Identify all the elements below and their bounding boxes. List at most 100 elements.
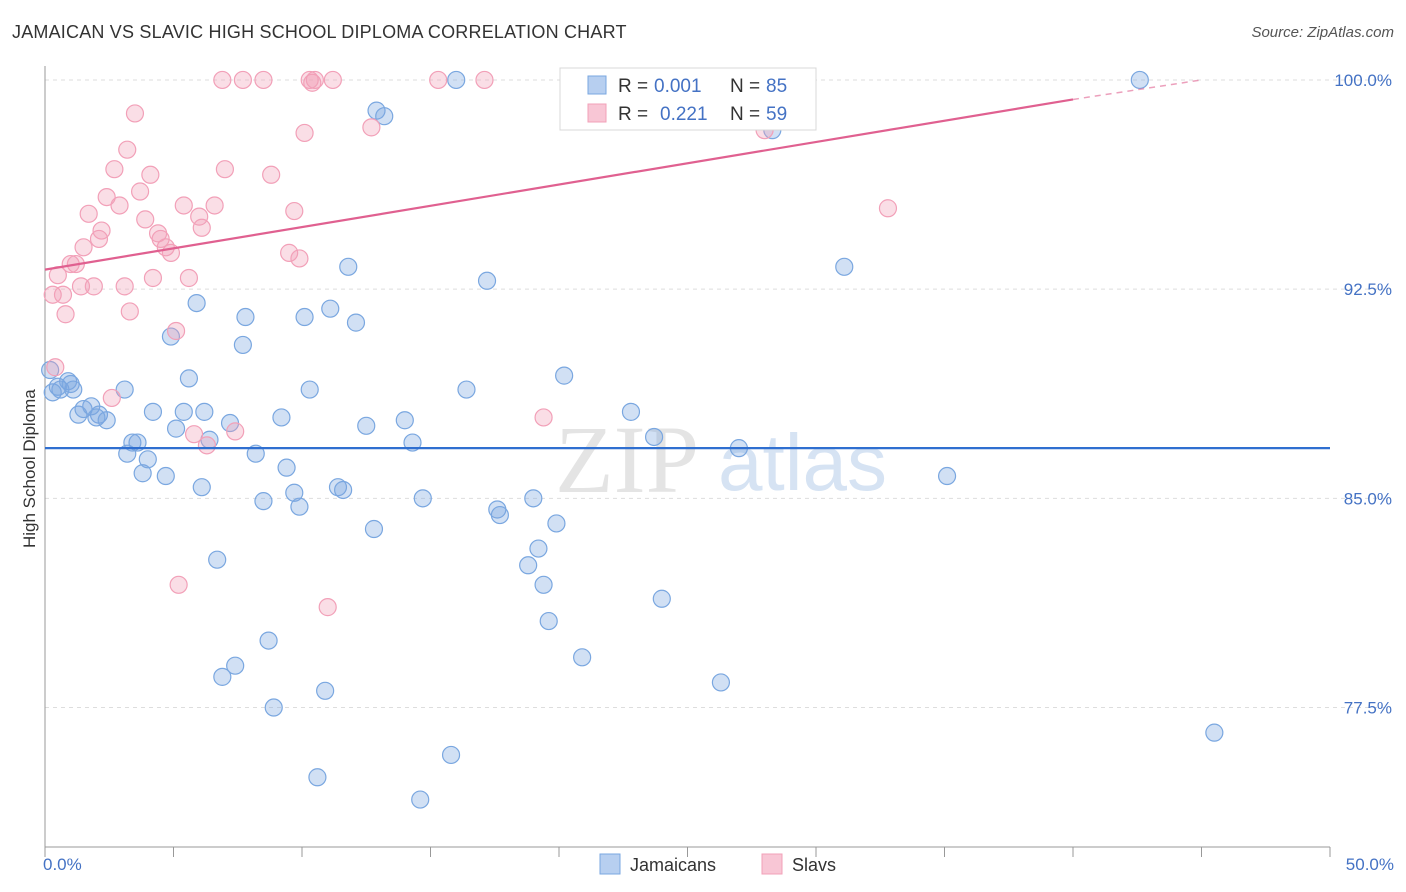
jamaicans-point bbox=[226, 656, 245, 675]
slavs-point bbox=[43, 285, 62, 304]
slavs-point bbox=[143, 268, 163, 288]
watermark-atlas: atlas bbox=[718, 418, 887, 507]
jamaicans-point bbox=[259, 631, 278, 650]
slavs-point bbox=[136, 210, 155, 229]
jamaicans-point bbox=[128, 433, 147, 452]
jamaicans-point bbox=[346, 313, 366, 332]
jamaicans-point bbox=[1205, 723, 1224, 742]
slavs-point bbox=[115, 277, 134, 296]
slavs-trend-line bbox=[44, 98, 1074, 271]
jamaicans-point bbox=[321, 299, 340, 318]
bottom-legend-swatch-jamaicans bbox=[599, 853, 621, 875]
jamaicans-point bbox=[457, 380, 476, 399]
source-label: Source: ZipAtlas.com bbox=[1251, 24, 1394, 41]
legend-n-value-slavs: 59 bbox=[766, 104, 787, 125]
slavs-point bbox=[174, 196, 193, 215]
x-tick-label: 50.0% bbox=[1346, 855, 1394, 874]
legend-swatch-slavs bbox=[587, 103, 607, 123]
y-tick-label: 92.5% bbox=[1344, 280, 1392, 299]
jamaicans-point bbox=[477, 271, 497, 290]
jamaicans-point bbox=[334, 480, 353, 500]
jamaicans-point bbox=[236, 307, 255, 327]
jamaicans-point bbox=[174, 402, 193, 421]
jamaicans-point bbox=[138, 450, 157, 469]
gridlines bbox=[45, 79, 1390, 709]
slavs-point bbox=[53, 285, 73, 304]
slavs-point bbox=[105, 160, 124, 179]
jamaicans-point bbox=[187, 293, 206, 313]
slavs-point bbox=[290, 249, 309, 268]
jamaicans-point bbox=[179, 369, 199, 388]
slavs-point bbox=[110, 196, 129, 215]
jamaicans-point bbox=[835, 257, 854, 276]
slavs-point bbox=[97, 187, 116, 207]
slavs-point bbox=[79, 204, 98, 223]
jamaicans-point bbox=[711, 673, 731, 692]
slavs-point bbox=[192, 218, 211, 237]
jamaicans-point bbox=[529, 539, 548, 558]
jamaicans-point bbox=[87, 408, 106, 427]
jamaicans-point bbox=[161, 327, 181, 346]
jamaicans-point bbox=[246, 444, 265, 463]
x-tick-label: 0.0% bbox=[43, 855, 82, 874]
slavs-point bbox=[280, 243, 299, 262]
series-legend: Jamaicans Slavs bbox=[599, 853, 836, 875]
slavs-point bbox=[120, 302, 139, 321]
jamaicans-point bbox=[285, 483, 304, 502]
slavs-point bbox=[213, 70, 232, 90]
jamaicans-point bbox=[41, 360, 60, 380]
jamaicans-point bbox=[195, 402, 214, 421]
jamaicans-point bbox=[375, 107, 394, 126]
jamaicans-point bbox=[166, 419, 186, 438]
jamaicans-point bbox=[316, 681, 335, 700]
jamaicans-point bbox=[300, 380, 319, 399]
slavs-point bbox=[285, 201, 304, 221]
slavs-point bbox=[169, 575, 188, 594]
jamaicans-point bbox=[308, 768, 327, 787]
jamaicans-point bbox=[156, 466, 175, 486]
slavs-point bbox=[318, 598, 337, 617]
series-jamaicans bbox=[41, 70, 1224, 809]
slavs-point bbox=[166, 321, 186, 341]
slavs-point bbox=[190, 207, 209, 226]
slavs-point bbox=[429, 70, 448, 90]
jamaicans-point bbox=[277, 458, 296, 477]
jamaicans-point bbox=[69, 405, 88, 424]
slavs-point bbox=[130, 182, 150, 201]
slavs-point bbox=[254, 70, 273, 90]
legend-r-value-jamaicans: 0.001 bbox=[654, 76, 702, 97]
bottom-legend-jamaicans: Jamaicans bbox=[630, 855, 716, 875]
jamaicans-point bbox=[233, 335, 252, 355]
jamaicans-point bbox=[490, 505, 509, 525]
legend-swatch-jamaicans bbox=[587, 75, 607, 95]
jamaicans-point bbox=[534, 575, 553, 594]
chart-title: JAMAICAN VS SLAVIC HIGH SCHOOL DIPLOMA C… bbox=[12, 22, 627, 42]
jamaicans-point bbox=[115, 380, 134, 399]
slavs-point bbox=[362, 118, 381, 137]
slavs-point bbox=[118, 140, 137, 159]
jamaicans-point bbox=[213, 667, 232, 686]
slavs-point bbox=[197, 436, 217, 455]
jamaicans-point bbox=[61, 374, 80, 394]
jamaicans-point bbox=[208, 550, 227, 569]
slavs-point bbox=[295, 123, 314, 143]
slavs-point bbox=[46, 358, 65, 377]
jamaicans-point bbox=[295, 307, 314, 327]
slavs-point bbox=[84, 277, 103, 296]
slavs-point bbox=[92, 221, 111, 240]
y-axis-label: High School Diploma bbox=[20, 389, 39, 548]
watermark-zip: ZIP bbox=[555, 406, 699, 513]
legend-r-label-jamaicans: R = bbox=[618, 76, 648, 97]
slavs-point bbox=[233, 70, 252, 90]
jamaicans-point bbox=[264, 698, 283, 717]
bottom-legend-slavs: Slavs bbox=[792, 855, 836, 875]
jamaicans-point bbox=[403, 433, 422, 452]
stats-legend: R = 0.001 N = 85 R = 0.221 N = 59 bbox=[559, 67, 817, 131]
bottom-legend-swatch-slavs bbox=[761, 853, 783, 875]
jamaicans-point bbox=[555, 366, 574, 385]
jamaicans-point bbox=[1130, 70, 1149, 90]
jamaicans-point bbox=[123, 433, 142, 452]
jamaicans-point bbox=[339, 257, 358, 276]
jamaicans-point bbox=[519, 556, 538, 575]
